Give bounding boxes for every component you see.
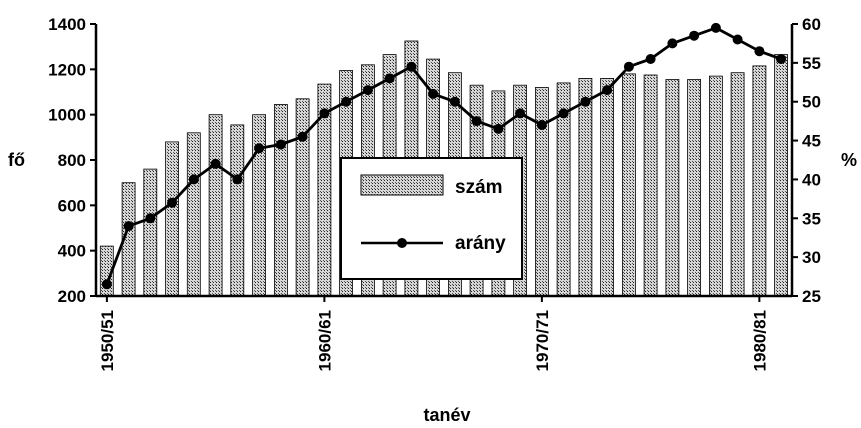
point [493, 123, 504, 134]
tick-label: 50 [802, 93, 821, 112]
tick-label: 1950/51 [98, 310, 117, 371]
point [776, 54, 787, 64]
point [558, 108, 569, 119]
point [123, 221, 134, 232]
tick-label: 200 [58, 287, 86, 306]
point [428, 88, 439, 99]
legend: szám arány [340, 157, 523, 280]
point [645, 54, 656, 64]
point [406, 61, 417, 72]
point [710, 22, 721, 33]
point [341, 96, 352, 107]
bar [622, 73, 636, 297]
tick-label: 30 [802, 248, 821, 267]
point [580, 96, 591, 107]
bar [709, 75, 723, 297]
legend-label-szam: szám [455, 177, 503, 198]
point [732, 34, 743, 45]
bar [600, 78, 614, 297]
bar [687, 79, 701, 297]
point [536, 120, 547, 130]
tick-label: 1960/61 [315, 310, 334, 371]
point [384, 73, 395, 84]
tick-label: 35 [802, 209, 821, 228]
point [275, 139, 286, 150]
point [232, 174, 243, 185]
tick-label: 40 [802, 170, 821, 189]
tick-label: 1400 [48, 15, 86, 34]
bar [578, 78, 593, 297]
point [210, 158, 221, 169]
right-axis-title: % [841, 150, 857, 170]
bar [230, 124, 245, 297]
bar [730, 72, 745, 297]
point [254, 143, 265, 154]
point [101, 279, 112, 290]
bar [774, 54, 788, 297]
point [667, 38, 678, 49]
bar-series-szam [99, 40, 788, 297]
bar [186, 132, 201, 297]
legend-marker-arany [397, 238, 407, 248]
bar [273, 104, 288, 297]
point [449, 96, 460, 107]
point [188, 174, 199, 185]
point [297, 131, 308, 142]
point [362, 85, 373, 96]
tick-label: 25 [802, 287, 821, 306]
point [623, 61, 634, 72]
bar [295, 98, 310, 297]
point [515, 108, 526, 119]
x-ticks: 1950/51 1960/61 1970/71 1980/81 [98, 296, 769, 371]
point [689, 30, 700, 41]
tick-label: 800 [58, 151, 86, 170]
bar [252, 114, 267, 297]
point [471, 116, 482, 127]
tick-label: 45 [802, 132, 821, 151]
line-series-arany [101, 22, 787, 290]
bar [665, 79, 680, 297]
bar [143, 168, 158, 297]
left-y-ticks: 200 400 600 800 1000 1200 1400 [48, 15, 96, 306]
tick-label: 1000 [48, 106, 86, 125]
tick-label: 400 [58, 242, 86, 261]
bar [208, 114, 223, 297]
bar [643, 74, 658, 297]
point [145, 213, 156, 224]
legend-swatch-szam [360, 174, 444, 196]
bar [535, 87, 549, 297]
tick-label: 1980/81 [750, 310, 769, 371]
tick-label: 1200 [48, 60, 86, 79]
legend-label-arany: arány [455, 233, 506, 254]
x-axis-title: tanév [423, 405, 470, 425]
left-axis-title: fő [8, 150, 25, 170]
tick-label: 60 [802, 15, 821, 34]
point [602, 85, 613, 96]
tick-label: 55 [802, 54, 821, 73]
point [754, 46, 765, 57]
tick-label: 600 [58, 196, 86, 215]
point [319, 108, 330, 119]
point [167, 197, 178, 208]
bar [752, 65, 767, 297]
bar [165, 141, 180, 297]
right-y-ticks: 25 30 35 40 45 50 55 60 [792, 15, 821, 306]
tick-label: 1970/71 [533, 310, 552, 371]
